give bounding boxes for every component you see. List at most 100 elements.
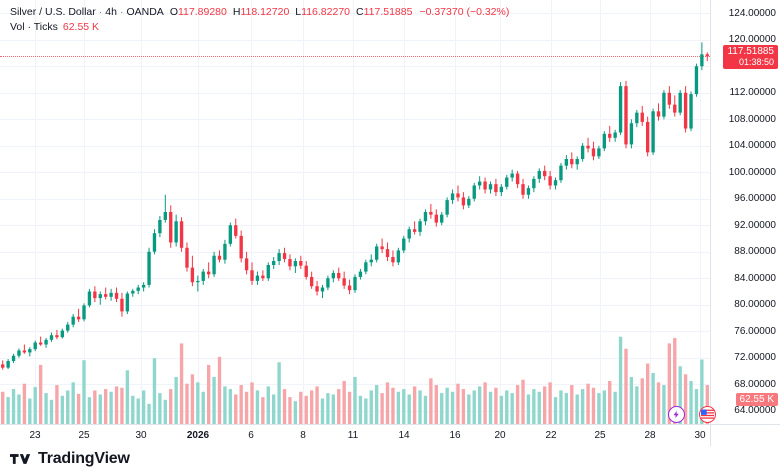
volume-bar [488, 391, 493, 424]
gridline-vertical [198, 0, 199, 424]
candle-body [44, 339, 48, 345]
price-tick-label: 92.00000 [734, 219, 776, 231]
candle-body [429, 212, 433, 215]
volume-bar [450, 391, 455, 424]
volume-bar [1, 391, 5, 424]
candle-body [109, 292, 113, 297]
volume-bar [60, 395, 65, 424]
volume-bar [158, 393, 162, 424]
candle-body [526, 188, 531, 195]
time-tick-label: 11 [347, 430, 359, 441]
volume-bar [217, 356, 222, 424]
time-tick-label: 22 [545, 430, 557, 441]
volume-bar [147, 403, 151, 424]
time-scale[interactable]: 23 25 30 2026 6 8 11 14 16 20 22 25 28 30 [0, 424, 710, 446]
volume-bar [613, 391, 617, 424]
candle-body [309, 276, 314, 287]
volume-bar [22, 383, 27, 424]
candle-body [114, 292, 119, 299]
volume-bar [179, 343, 184, 424]
volume-bar [136, 398, 140, 424]
time-tick-label: 30 [135, 430, 147, 441]
volume-bar [342, 381, 346, 424]
candle-body [423, 212, 428, 222]
volume-bar [564, 393, 569, 424]
price-tick-label: 72.00000 [734, 352, 776, 364]
volume-bar [315, 386, 319, 424]
candle-body [234, 225, 238, 236]
volume-value-badge: 62.55 K [735, 392, 778, 406]
volume-bar [429, 378, 433, 424]
price-tick-label: 108.00000 [728, 113, 776, 125]
price-tick-label: 80.00000 [734, 299, 776, 311]
candle-body [656, 111, 661, 117]
volume-bar [272, 394, 276, 424]
candle-body [575, 159, 579, 165]
volume-bar [461, 389, 466, 424]
volume-bar [212, 377, 216, 424]
candle-body [608, 133, 612, 138]
volume-bar [304, 395, 308, 424]
candle-body [244, 258, 249, 271]
volume-bar [196, 382, 200, 424]
candle-body [380, 246, 384, 250]
candle-body [266, 265, 270, 279]
time-tick-label: 20 [494, 430, 506, 441]
price-tick-label: 120.00000 [728, 34, 776, 46]
volume-bar [369, 390, 373, 424]
candle-body [22, 350, 27, 353]
candle-body [179, 221, 184, 248]
volume-bar [299, 391, 303, 424]
candle-body [255, 275, 260, 281]
candle-body [532, 178, 536, 189]
candle-body [418, 221, 422, 232]
candle-body [288, 259, 292, 267]
volume-bar [391, 387, 395, 424]
gridline-vertical [141, 0, 142, 424]
candle-body [342, 278, 346, 286]
candle-body [125, 293, 130, 312]
volume-bar [114, 386, 119, 424]
lightning-bolt-icon[interactable] [668, 406, 685, 423]
volume-bar [618, 336, 623, 424]
candle-body [131, 290, 135, 294]
candle-body [1, 364, 5, 368]
current-price-badge: 117.51885 01:38:50 [723, 45, 778, 70]
candle-body [434, 214, 438, 223]
volume-bar [228, 389, 233, 424]
candle-body [412, 229, 417, 232]
volume-bar [483, 382, 487, 424]
volume-bar [580, 389, 585, 424]
candle-body [521, 184, 525, 195]
volume-bar [662, 385, 666, 424]
volume-bar [510, 393, 514, 424]
volume-bar [87, 397, 92, 424]
current-price-line [0, 56, 710, 57]
volume-bar [76, 393, 81, 424]
candle-body [559, 165, 563, 181]
volume-bar [17, 394, 21, 424]
tradingview-mark-icon [10, 454, 31, 464]
volume-bar [608, 381, 612, 424]
gridline-horizontal [0, 13, 710, 14]
chart-plot-area[interactable] [0, 0, 710, 424]
volume-bar [629, 377, 634, 424]
volume-bar [98, 394, 102, 424]
price-scale[interactable]: 124.00000120.00000116.00000112.00000108.… [710, 0, 780, 424]
candle-body [299, 261, 303, 266]
volume-bar [575, 394, 579, 424]
gridline-vertical [84, 0, 85, 424]
us-flag-icon[interactable] [699, 406, 716, 423]
candle-body [212, 255, 216, 275]
candle-body [586, 145, 590, 149]
volume-bar [66, 390, 70, 424]
tradingview-logo[interactable]: TradingView [10, 450, 130, 468]
candle-body [217, 255, 222, 260]
volume-bar [261, 397, 265, 424]
volume-bar [277, 362, 281, 424]
volume-bar [141, 390, 146, 424]
time-tick-label: 14 [398, 430, 410, 441]
gridline-vertical [650, 0, 651, 424]
candle-body [624, 86, 628, 145]
candle-body [71, 316, 75, 325]
